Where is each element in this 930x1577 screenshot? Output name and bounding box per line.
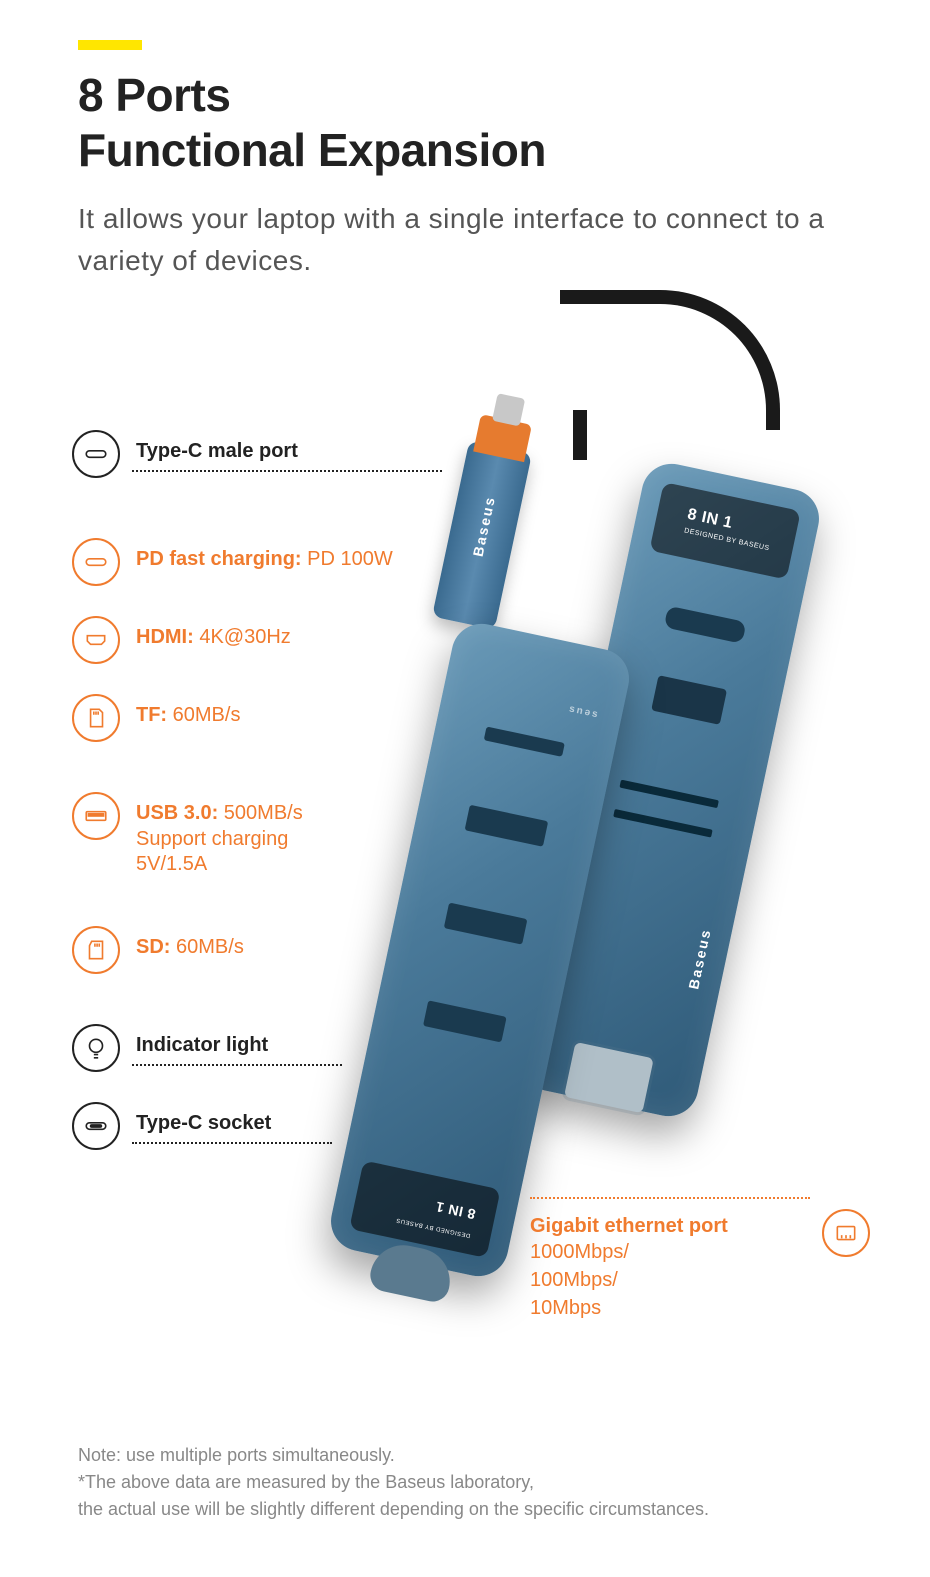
ethernet-icon <box>822 1209 870 1257</box>
callout-label: Type-C male port <box>136 440 298 462</box>
note-line-3: the actual use will be slightly differen… <box>78 1496 878 1523</box>
hub-left-port <box>484 726 565 756</box>
hub-left-brand: snəs <box>568 703 600 720</box>
eth-speed-3: 10Mbps <box>530 1294 870 1322</box>
callout-value: PD 100W <box>302 548 393 570</box>
tf-card-icon <box>72 694 120 742</box>
callout-type-c-male: Type-C male port <box>72 430 472 478</box>
callout-label: TF: <box>136 704 167 726</box>
cable <box>560 290 780 430</box>
hub-badge-panel: 8 IN 1 DESIGNED BY BASEUS <box>649 482 800 580</box>
callout-pd: PD fast charging: PD 100W <box>72 538 472 586</box>
callout-label: HDMI: <box>136 626 194 648</box>
page-title: 8 Ports Functional Expansion <box>78 68 546 178</box>
callouts-list: Type-C male port PD fast charging: PD 10… <box>72 430 472 1180</box>
hub-port-typec <box>664 606 747 644</box>
hub-port-hdmi <box>651 675 727 725</box>
callout-ethernet: Gigabit ethernet port 1000Mbps/ 100Mbps/… <box>530 1215 870 1322</box>
socket-icon <box>72 1102 120 1150</box>
hub-left-badge-main: 8 IN 1 <box>434 1198 477 1222</box>
dotline <box>132 1142 332 1144</box>
usb-c-icon <box>72 430 120 478</box>
bulb-icon <box>72 1024 120 1072</box>
hub-usb-port-1 <box>465 805 549 847</box>
eth-speed-1: 1000Mbps/ <box>530 1238 870 1266</box>
hub-slot-tf <box>619 780 718 809</box>
connector-brand: Baseus <box>470 494 499 558</box>
callout-type-c-socket: Type-C socket <box>72 1102 472 1150</box>
dotline <box>530 1197 810 1199</box>
note-line-2: *The above data are measured by the Base… <box>78 1469 878 1496</box>
callout-indicator: Indicator light <box>72 1024 472 1072</box>
callout-value: 60MB/s <box>167 704 240 726</box>
hub-slot-sd <box>613 809 712 838</box>
title-line-2: Functional Expansion <box>78 124 546 176</box>
note-line-1: Note: use multiple ports simultaneously. <box>78 1442 878 1469</box>
usb-a-icon <box>72 792 120 840</box>
accent-bar <box>78 40 142 50</box>
callout-sd: SD: 60MB/s <box>72 926 472 974</box>
note-text: Note: use multiple ports simultaneously.… <box>78 1442 878 1523</box>
callout-value: 4K@30Hz <box>194 626 291 648</box>
cable-vertical <box>573 410 587 460</box>
callout-label: Gigabit ethernet port <box>530 1215 870 1238</box>
hdmi-icon <box>72 616 120 664</box>
hub-brand: Baseus <box>685 927 714 991</box>
title-line-1: 8 Ports <box>78 69 230 121</box>
callout-value: 500MB/s <box>218 802 302 824</box>
callout-hdmi: HDMI: 4K@30Hz <box>72 616 472 664</box>
callout-sub-2: 5V/1.5A <box>136 853 303 876</box>
callout-label: PD fast charging: <box>136 548 302 570</box>
sd-card-icon <box>72 926 120 974</box>
callout-tf: TF: 60MB/s <box>72 694 472 742</box>
eth-speed-2: 100Mbps/ <box>530 1266 870 1294</box>
callout-label: Type-C socket <box>136 1112 271 1134</box>
callout-label: SD: <box>136 936 170 958</box>
hub-ethernet-port <box>564 1042 654 1113</box>
usb-c-icon <box>72 538 120 586</box>
callout-usb3: USB 3.0: 500MB/s Support charging 5V/1.5… <box>72 792 472 876</box>
dotline <box>132 1064 342 1066</box>
callout-label: Indicator light <box>136 1034 268 1056</box>
callout-value: 60MB/s <box>170 936 243 958</box>
callout-sub-1: Support charging <box>136 825 303 853</box>
dotline <box>132 470 442 472</box>
callout-label: USB 3.0: <box>136 802 218 824</box>
page-subtitle: It allows your laptop with a single inte… <box>78 198 838 282</box>
